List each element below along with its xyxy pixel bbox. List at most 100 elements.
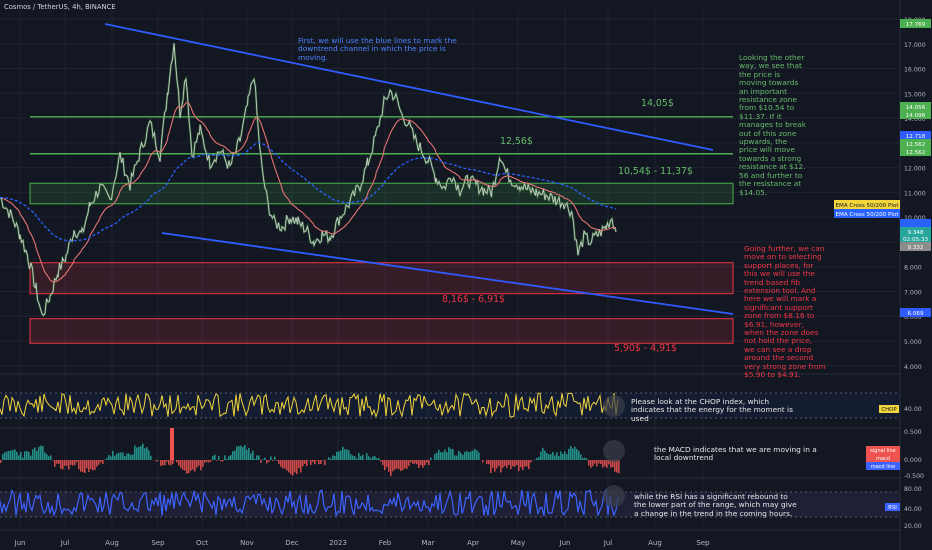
macd-bar: [128, 453, 130, 460]
indicator-panes: [0, 373, 900, 531]
macd-bar: [518, 460, 520, 472]
macd-bar: [50, 455, 52, 460]
macd-bar: [498, 460, 500, 466]
macd-bar: [276, 460, 278, 461]
macd-bar: [360, 455, 362, 460]
chop-tag: [879, 405, 899, 413]
macd-bar: [384, 460, 386, 471]
macd-bar: [342, 446, 344, 460]
macd-bar: [416, 460, 418, 465]
macd-bar: [574, 446, 576, 460]
macd-bar: [112, 450, 114, 460]
macd-bar: [94, 460, 96, 470]
macd-bar: [284, 460, 286, 469]
macd-bar: [20, 452, 22, 460]
price-tick-label: 17.000: [904, 42, 926, 49]
macd-bar: [26, 451, 28, 460]
macd-bar: [596, 460, 598, 467]
macd-bar: [554, 455, 556, 460]
macd-bar: [316, 460, 318, 461]
macd-bar: [14, 449, 16, 460]
macd-bar: [414, 460, 416, 464]
rsi-line: [0, 488, 619, 518]
macd-bar: [586, 458, 588, 460]
rsi-highlight-circle: [603, 485, 625, 507]
macd-bar: [310, 460, 312, 465]
macd-bar: [120, 452, 122, 460]
macd-bar: [504, 460, 506, 467]
macd-bar: [332, 455, 334, 460]
macd-bar: [98, 460, 100, 465]
macd-bar: [132, 454, 134, 460]
macd-bar: [466, 450, 468, 460]
zones: [29, 116, 734, 344]
macd-bar: [220, 460, 222, 462]
macd-bar: [598, 460, 600, 464]
zone-box-3[interactable]: [29, 262, 734, 295]
time-tick-label: Aug: [105, 539, 119, 547]
channel-upper-line[interactable]: [104, 23, 714, 151]
macd-bar: [34, 447, 36, 460]
macd-bar: [616, 460, 618, 473]
macd-bar: [264, 457, 266, 460]
macd-bar: [210, 460, 212, 462]
chop-highlight-circle: [603, 395, 625, 417]
macd-bar: [394, 460, 396, 470]
macd-bar: [374, 456, 376, 460]
macd-bar: [450, 448, 452, 460]
macd-bar: [404, 460, 406, 469]
macd-bar: [492, 460, 494, 468]
macd-bar: [130, 454, 132, 460]
zone-label-14-05: 14,05$: [641, 98, 674, 109]
macd-bar: [322, 460, 324, 461]
macd-bar: [46, 454, 48, 460]
price-tick-label: 14.000: [904, 116, 926, 123]
rsi-band: [0, 492, 900, 517]
macd-bar: [614, 460, 616, 472]
macd-bar: [400, 460, 402, 472]
macd-bar: [558, 455, 560, 460]
macd-bar: [544, 450, 546, 460]
macd-bar: [268, 460, 270, 462]
macd-bar: [6, 451, 8, 460]
macd-bar: [148, 450, 150, 460]
macd-bar: [196, 460, 198, 468]
price-badge: [900, 139, 931, 148]
zone-label-8-16-6-91: 8,16$ - 6,91$: [442, 294, 506, 305]
macd-bar: [22, 457, 24, 460]
time-tick-label: Feb: [379, 539, 392, 547]
macd-bar: [422, 460, 424, 468]
macd-bar: [576, 448, 578, 460]
rsi-tag-label: RSI: [888, 505, 897, 511]
time-tick-label: Jul: [603, 539, 613, 547]
macd-bar: [288, 460, 290, 473]
macd-bar: [258, 455, 260, 460]
macd-bar: [530, 460, 532, 463]
zone-box-4[interactable]: [29, 318, 734, 344]
price-badge: [900, 131, 931, 140]
macd-bar: [398, 460, 400, 470]
price-tick-label: 11.000: [904, 190, 926, 197]
macd-bar: [4, 452, 6, 460]
macd-bar: [528, 460, 530, 470]
macd-bar: [474, 448, 476, 460]
macd-bar: [214, 454, 216, 460]
macd-bar: [582, 457, 584, 460]
macd-bar: [246, 449, 248, 460]
macd-bar: [500, 460, 502, 473]
macd-bar: [524, 460, 526, 467]
macd-bar: [610, 460, 612, 468]
channel-lower-line[interactable]: [161, 232, 734, 315]
price-badge: [900, 19, 931, 28]
macd-bar: [540, 451, 542, 460]
price-badge-label: 17.769: [906, 22, 926, 28]
macd-bar: [512, 460, 514, 467]
macd-bar: [140, 445, 142, 460]
macd-bar: [110, 456, 112, 460]
macd-bar: [546, 453, 548, 460]
macd-bar: [428, 460, 430, 466]
macd-bar: [282, 460, 284, 469]
price-badge: [900, 242, 931, 251]
macd-bar: [306, 460, 308, 467]
